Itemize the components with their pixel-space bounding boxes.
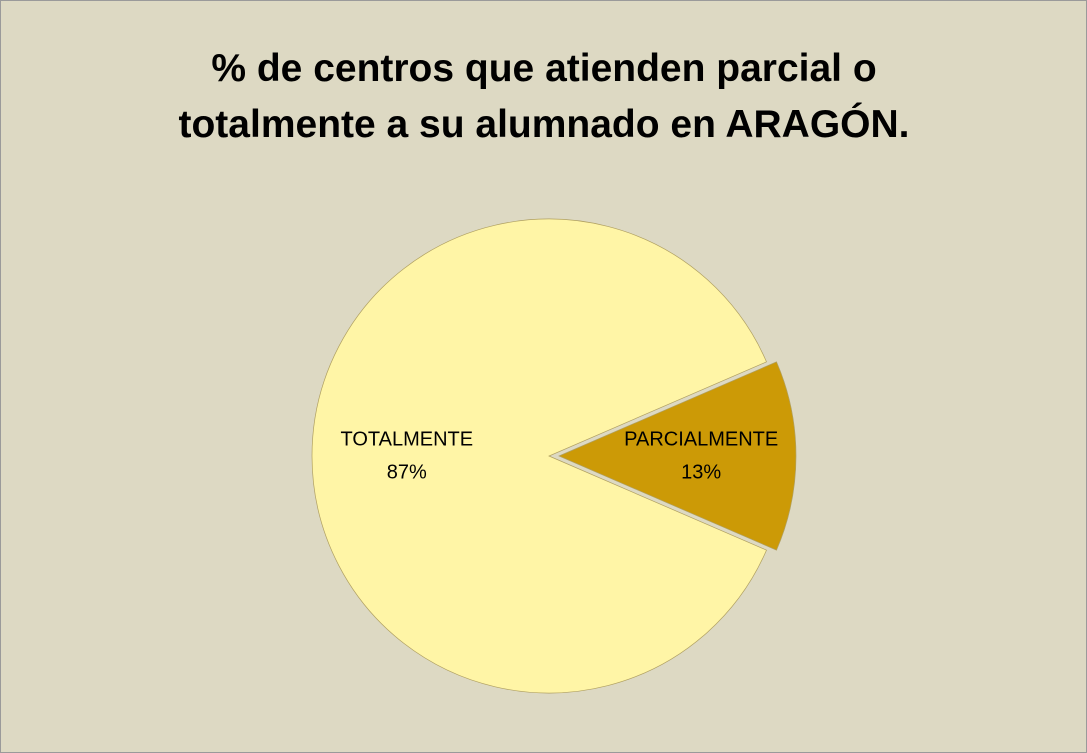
slice-label: PARCIALMENTE bbox=[624, 428, 778, 450]
pie-slice bbox=[558, 361, 797, 551]
slice-value-label: 13% bbox=[681, 461, 721, 483]
slice-value-label: 87% bbox=[387, 461, 427, 483]
chart-title: % de centros que atienden parcial o tota… bbox=[178, 47, 910, 146]
slice-label: TOTALMENTE bbox=[340, 428, 473, 450]
pie-slice bbox=[311, 218, 767, 694]
